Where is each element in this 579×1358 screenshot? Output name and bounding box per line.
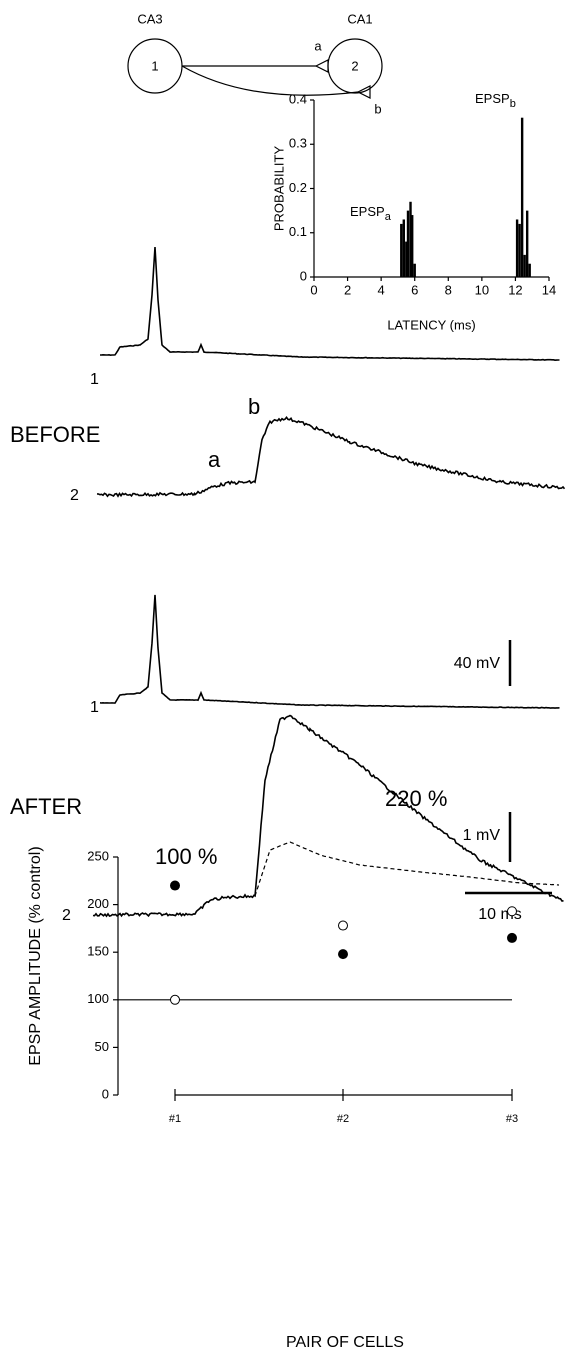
y-tick-label: 200: [87, 896, 109, 911]
region-label: CA1: [347, 11, 372, 26]
y-tick-label: 0: [102, 1086, 109, 1101]
y-tick-label: 150: [87, 944, 109, 959]
bar: [523, 254, 526, 277]
scale-label: 1 mV: [463, 827, 501, 844]
cell-label: 1: [151, 58, 158, 73]
cell-label: 2: [62, 907, 71, 924]
bar: [400, 223, 403, 277]
bar: [409, 201, 412, 277]
point: [170, 880, 180, 891]
point: [338, 920, 348, 931]
x-tick-label: #2: [337, 1113, 349, 1125]
y-tick-label: 50: [95, 1039, 109, 1054]
x-tick-label: #1: [169, 1113, 181, 1125]
trace: [254, 841, 560, 897]
x-tick-label: 4: [378, 282, 385, 297]
y-axis-label: EPSP AMPLITUDE (% control): [27, 846, 44, 1065]
y-tick-label: 0.1: [289, 224, 307, 239]
trace: [96, 415, 566, 498]
cell-label: 2: [70, 487, 79, 504]
bar: [402, 219, 406, 277]
cell-label: 1: [90, 699, 99, 716]
bar: [518, 223, 521, 277]
bar: [406, 210, 410, 277]
condition: AFTER: [10, 794, 82, 819]
x-tick-label: 6: [411, 282, 418, 297]
synapse-label: b: [374, 101, 381, 116]
point: [507, 932, 517, 943]
y-axis-label: PROBABILITY: [271, 146, 286, 232]
y-tick-label: 100: [87, 991, 109, 1006]
x-axis-label: LATENCY (ms): [387, 317, 475, 332]
trace: [100, 247, 560, 362]
bar: [405, 241, 408, 277]
percent-label: 220 %: [385, 786, 447, 811]
cell-label: 1: [90, 371, 99, 388]
axon: [181, 65, 359, 96]
annotation-sub: b: [510, 98, 516, 110]
x-tick-label: 8: [445, 282, 452, 297]
cell-label: 2: [351, 58, 358, 73]
annotation-sub: a: [385, 211, 392, 223]
bar: [413, 263, 416, 277]
synapse-label: a: [314, 38, 322, 53]
annotation-text: EPSP: [475, 91, 510, 106]
point: [507, 906, 517, 917]
region-label: CA3: [137, 11, 162, 26]
percent-label: 100 %: [155, 844, 217, 869]
trace: [92, 714, 564, 918]
bar: [520, 117, 524, 277]
x-axis-label: PAIR OF CELLS: [286, 1334, 404, 1351]
bar: [525, 210, 529, 277]
x-tick-label: 14: [542, 282, 556, 297]
peak-label: a: [208, 447, 221, 472]
y-tick-label: 250: [87, 848, 109, 863]
bar: [528, 263, 531, 277]
peak-label: b: [248, 394, 260, 419]
annotation-text: EPSP: [350, 204, 385, 219]
scale-label: 40 mV: [454, 655, 501, 672]
x-tick-label: #3: [506, 1113, 518, 1125]
bar: [515, 219, 519, 277]
synapse: [314, 59, 329, 73]
point: [338, 949, 348, 960]
point: [170, 994, 180, 1005]
y-tick-label: 0.4: [289, 91, 307, 106]
traces: [92, 247, 566, 918]
condition: BEFORE: [10, 422, 100, 447]
annotation: EPSPa: [350, 204, 392, 222]
trace: [99, 594, 560, 709]
x-tick-label: 10: [475, 282, 489, 297]
y-tick-label: 0.3: [289, 136, 307, 151]
y-tick-label: 0: [300, 268, 307, 283]
x-tick-label: 2: [344, 282, 351, 297]
x-tick-label: 0: [310, 282, 317, 297]
bar: [410, 215, 414, 277]
y-tick-label: 0.2: [289, 180, 307, 195]
x-tick-label: 12: [508, 282, 522, 297]
annotation: EPSPb: [475, 91, 516, 109]
synapse: [356, 85, 371, 99]
